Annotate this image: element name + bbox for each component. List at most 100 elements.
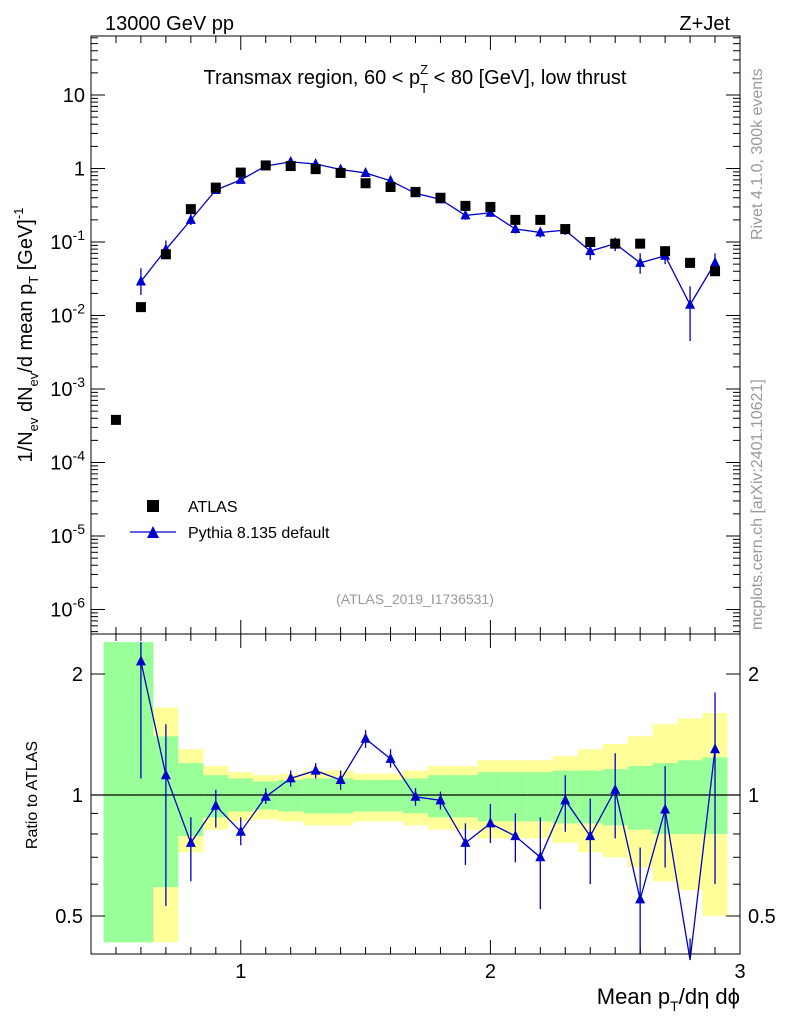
- main-axis-ticks: 10-6 10-5 10-4 10-3 10-2 10-1 1 10: [50, 36, 741, 634]
- ratio-ytick-label: 1: [72, 785, 83, 807]
- atlas-point: [210, 182, 221, 193]
- xlabel: Mean pT/dη dϕ: [597, 984, 740, 1014]
- analysis-reference: (ATLAS_2019_I1736531): [336, 591, 494, 607]
- ratio-ytick-label-right: 0.5: [748, 906, 776, 928]
- ratio-inner-band: [378, 779, 404, 812]
- legend-atlas-marker: [147, 500, 159, 512]
- ratio-point: [510, 830, 521, 841]
- atlas-point: [185, 204, 196, 215]
- atlas-point: [560, 224, 571, 235]
- ratio-inner-band: [452, 775, 478, 818]
- ratio-point: [310, 764, 321, 775]
- pythia-point: [585, 245, 596, 256]
- ratio-point: [485, 817, 496, 828]
- xtick-label: 3: [734, 961, 745, 983]
- ratio-point: [635, 893, 646, 904]
- atlas-point: [360, 178, 371, 189]
- ratio-point: [185, 836, 196, 847]
- pythia-point: [685, 298, 696, 309]
- ratio-point: [585, 830, 596, 841]
- main-ytick-label: 1: [74, 159, 85, 181]
- atlas-point: [235, 167, 246, 178]
- main-panel: 10-6 10-5 10-4 10-3 10-2 10-1 1 10 Transmax reg…: [11, 35, 741, 635]
- process-label: Z+Jet: [679, 13, 730, 35]
- ratio-inner-band: [502, 772, 528, 822]
- pythia-point: [185, 213, 196, 224]
- ratio-ytick-label-right: 1: [748, 785, 759, 807]
- main-ytick-label: 10-4: [50, 448, 85, 475]
- xtick-label: 1: [235, 961, 246, 983]
- pythia-point: [535, 226, 546, 237]
- atlas-point: [135, 302, 146, 313]
- ratio-point: [435, 794, 446, 805]
- atlas-point: [260, 160, 271, 171]
- pythia-point: [635, 256, 646, 267]
- ratio-point: [260, 790, 271, 801]
- legend: ATLAS Pythia 8.135 default: [130, 499, 330, 542]
- atlas-point: [385, 182, 396, 193]
- atlas-point: [510, 214, 521, 225]
- ratio-inner-band: [103, 642, 129, 943]
- pythia-point: [710, 256, 721, 267]
- main-ytick-label: 10-5: [50, 521, 85, 548]
- ratio-inner-band: [627, 766, 653, 830]
- ratio-inner-band: [353, 779, 379, 812]
- main-series: [110, 155, 721, 425]
- ratio-point: [710, 743, 721, 754]
- ratio-point: [560, 794, 571, 805]
- ratio-point: [235, 825, 246, 836]
- atlas-point: [635, 238, 646, 249]
- main-ytick-label: 10-3: [50, 374, 85, 401]
- pythia-point: [235, 173, 246, 184]
- ratio-point: [660, 803, 671, 814]
- ratio-point: [135, 655, 146, 666]
- ratio-ytick-label: 2: [72, 664, 83, 686]
- rivet-version-label: Rivet 4.1.0, 300k events: [749, 68, 766, 240]
- atlas-point: [585, 237, 596, 247]
- atlas-point: [435, 192, 446, 203]
- ratio-ytick-label: 0.5: [55, 906, 83, 928]
- pythia-point: [460, 209, 471, 220]
- pythia-point: [135, 275, 146, 286]
- atlas-point: [535, 214, 546, 225]
- atlas-point: [610, 238, 621, 249]
- ratio-point: [160, 769, 171, 780]
- main-frame: [90, 35, 741, 635]
- ratio-point: [410, 790, 421, 801]
- ratio-inner-band: [677, 760, 703, 834]
- plot-title: Transmax region, 60 < pZ T < 80 [GeV], lo…: [204, 62, 627, 96]
- legend-atlas-label: ATLAS: [188, 499, 238, 516]
- atlas-point: [660, 246, 671, 257]
- pythia-line: [140, 161, 716, 307]
- ratio-ylabel: Ratio to ATLAS: [24, 741, 41, 849]
- ratio-line: [140, 661, 716, 961]
- ratio-point: [535, 851, 546, 862]
- energy-label: 13000 GeV pp: [105, 13, 234, 35]
- ratio-inner-band: [303, 778, 329, 814]
- atlas-point: [285, 161, 296, 172]
- atlas-point: [685, 257, 696, 268]
- atlas-point: [460, 200, 471, 211]
- mcplots-label: mcplots.cern.ch [arXiv:2401.10621]: [749, 379, 766, 630]
- ratio-inner-band: [527, 772, 553, 822]
- atlas-point: [410, 186, 421, 197]
- atlas-point: [335, 167, 346, 178]
- atlas-point: [110, 414, 121, 425]
- atlas-point: [485, 201, 496, 212]
- pythia-point: [510, 223, 521, 234]
- legend-pythia-marker: [147, 526, 159, 538]
- ratio-series: [135, 642, 721, 961]
- main-ytick-label: 10-2: [50, 301, 85, 328]
- ratio-point: [460, 836, 471, 847]
- main-ylabel: 1/Nev dNev/d mean pT [GeV]-1: [11, 208, 41, 463]
- main-ytick-label: 10-1: [50, 227, 85, 254]
- ratio-point: [210, 799, 221, 810]
- atlas-point: [710, 266, 721, 277]
- legend-pythia-label: Pythia 8.135 default: [188, 525, 330, 542]
- xtick-label: 2: [485, 961, 496, 983]
- ratio-ytick-label-right: 2: [748, 664, 759, 686]
- pythia-point: [360, 166, 371, 177]
- main-ytick-label: 10: [63, 85, 85, 107]
- main-ytick-label: 10-6: [50, 595, 85, 622]
